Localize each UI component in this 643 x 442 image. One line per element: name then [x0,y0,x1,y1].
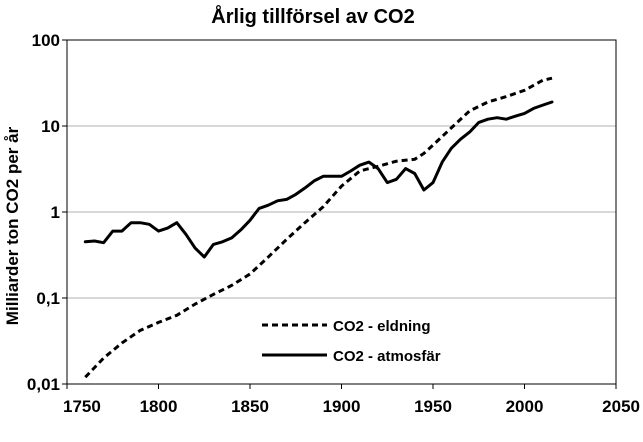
x-tick-label: 1800 [140,397,178,416]
y-tick-label: 0,01 [27,375,60,394]
x-tick-label: 2000 [506,397,544,416]
x-tick-label: 2050 [602,397,640,416]
x-tick-label: 1750 [63,397,101,416]
plot-area-border [66,39,617,385]
series-line-eldning [84,76,553,379]
legend: CO2 - eldning CO2 - atmosfär [262,318,441,365]
chart-title: Årlig tillförsel av CO2 [211,4,414,28]
legend-label-eldning: CO2 - eldning [333,318,431,335]
x-tick-label: 1900 [323,397,361,416]
x-tick-label: 1950 [414,397,452,416]
y-tick-label: 1 [51,203,60,222]
legend-label-atmosfar: CO2 - atmosfär [333,348,441,365]
x-axis-ticks: 1750 1800 1850 1900 1950 2000 2050 [63,384,640,416]
x-tick-label: 1850 [231,397,269,416]
y-axis-ticks: 0,01 0,1 1 10 100 [27,31,67,394]
series-lines [83,76,554,379]
y-tick-label: 10 [41,117,60,136]
y-axis-label: Milliarder ton CO2 per år [3,126,22,325]
y-tick-label: 100 [32,31,60,50]
y-tick-label: 0,1 [36,289,60,308]
series-line-atmosfar [83,100,554,259]
